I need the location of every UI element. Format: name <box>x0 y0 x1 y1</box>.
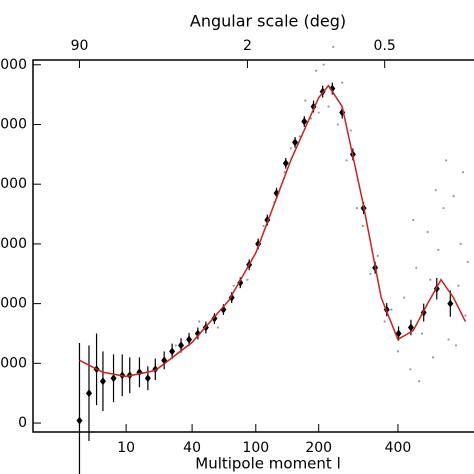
binned-point <box>186 335 193 344</box>
data-dot <box>444 159 448 162</box>
data-dot <box>298 135 301 138</box>
data-dot <box>283 171 286 174</box>
binned-point <box>144 374 151 383</box>
plot-frame <box>32 59 474 433</box>
data-dot <box>174 344 177 347</box>
x-tick-label: 100 <box>242 440 269 456</box>
binned-point <box>85 389 92 398</box>
binned-point <box>407 323 414 332</box>
x-tick-label: 10 <box>117 440 135 456</box>
data-dot <box>459 242 462 246</box>
binned-point <box>447 299 454 308</box>
data-dot <box>376 254 379 257</box>
x2-tick-label: 2 <box>243 38 252 54</box>
data-dot <box>466 260 469 263</box>
binned-point <box>237 278 244 287</box>
y-tick-label: 000 <box>0 116 27 132</box>
data-dot <box>447 338 450 341</box>
data-dot <box>262 224 265 228</box>
binned-point <box>228 293 235 302</box>
model-curve <box>79 84 467 378</box>
data-dot <box>198 320 201 323</box>
x2-tick-label: 90 <box>71 38 89 54</box>
data-dot <box>349 129 352 132</box>
data-dot <box>434 189 437 192</box>
data-dot <box>232 284 235 287</box>
data-dot <box>412 218 415 222</box>
y-tick-label: 000 <box>0 355 27 371</box>
binned-point <box>178 341 185 350</box>
x2-tick-label: 0.5 <box>374 38 396 54</box>
x-axis-title: Multipole moment l <box>195 455 340 473</box>
x-tick-label: 40 <box>183 440 201 456</box>
x-tick-label: 400 <box>385 440 412 456</box>
binned-point <box>211 314 218 323</box>
data-dot <box>415 266 418 269</box>
data-dot <box>216 326 219 329</box>
data-dot <box>418 380 421 383</box>
y-tick-label: 0 <box>18 415 27 431</box>
data-dot <box>426 230 429 234</box>
binned-point <box>136 368 143 377</box>
binned-point <box>282 159 289 168</box>
data-dot <box>361 224 364 228</box>
y-tick-label: 000 <box>0 176 27 192</box>
binned-point <box>301 117 308 126</box>
data-dot <box>461 171 465 174</box>
data-dot <box>452 195 455 198</box>
data-dot <box>464 314 467 317</box>
data-dot <box>403 296 406 299</box>
data-dot <box>442 206 445 210</box>
binned-point <box>329 84 336 93</box>
binned-point <box>194 329 201 338</box>
data-dot <box>341 81 344 84</box>
data-dot <box>420 332 424 335</box>
data-dot <box>355 206 358 210</box>
y-tick-label: 000 <box>0 57 27 73</box>
data-dot <box>332 45 335 48</box>
data-dot <box>327 105 330 108</box>
binned-point <box>99 377 106 386</box>
data-dot <box>317 111 320 114</box>
y-tick-label: 000 <box>0 236 27 252</box>
binned-point <box>292 138 299 147</box>
data-dot <box>454 344 458 347</box>
data-dot <box>336 123 339 126</box>
data-dot <box>246 278 249 281</box>
data-dot <box>390 308 393 311</box>
data-dot <box>431 356 435 359</box>
data-dot <box>429 278 432 281</box>
binned-point <box>76 416 83 425</box>
data-dot <box>322 63 325 66</box>
y-tick-label: 000 <box>0 296 27 312</box>
x-tick-label: 200 <box>305 440 332 456</box>
data-dot <box>437 248 440 251</box>
top-axis-title: Angular scale (deg) <box>190 12 346 31</box>
data-dot <box>383 320 386 323</box>
binned-point <box>110 374 117 383</box>
data-dot <box>289 147 292 150</box>
data-dot <box>315 69 318 72</box>
data-dot <box>345 159 348 162</box>
data-dot <box>457 284 460 287</box>
data-dot <box>396 350 400 353</box>
data-dot <box>304 99 307 102</box>
binned-point <box>169 347 176 356</box>
data-dot <box>369 272 372 275</box>
data-dot <box>409 368 412 371</box>
